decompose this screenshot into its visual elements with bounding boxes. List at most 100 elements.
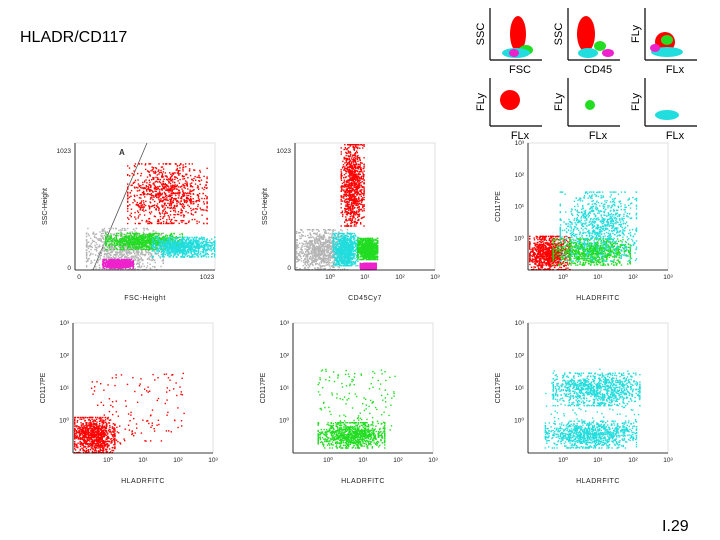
data-point <box>149 213 152 215</box>
data-point <box>115 234 117 237</box>
data-point <box>134 244 136 246</box>
data-point <box>138 205 140 207</box>
data-point <box>136 243 138 246</box>
data-point <box>189 191 191 193</box>
data-point <box>110 243 113 246</box>
data-point <box>148 253 150 256</box>
data-point <box>169 220 172 223</box>
data-point <box>157 222 160 225</box>
data-point <box>206 222 208 225</box>
data-point <box>101 249 103 252</box>
data-point <box>133 245 135 247</box>
data-point <box>155 253 158 255</box>
data-point <box>118 229 120 232</box>
data-point <box>134 255 137 257</box>
data-point <box>180 247 182 249</box>
data-point <box>137 248 140 251</box>
data-point <box>195 200 197 202</box>
data-point <box>119 238 121 240</box>
data-point <box>175 241 177 243</box>
data-point <box>301 245 303 247</box>
data-point <box>148 250 150 252</box>
data-point <box>143 239 145 241</box>
data-point <box>127 217 129 219</box>
data-point <box>141 209 144 211</box>
data-point <box>188 198 190 201</box>
data-point <box>108 237 110 240</box>
data-point <box>179 178 181 181</box>
data-point <box>169 183 172 185</box>
data-point <box>205 250 207 252</box>
data-point <box>125 253 128 255</box>
data-point <box>102 244 104 246</box>
data-point <box>201 209 204 211</box>
data-point <box>155 208 157 210</box>
data-point <box>190 203 192 205</box>
data-point <box>113 241 116 244</box>
data-point <box>190 251 192 253</box>
data-point <box>122 246 124 248</box>
data-point <box>132 248 135 250</box>
data-point <box>149 198 152 200</box>
data-point <box>139 247 141 249</box>
data-point <box>166 212 168 214</box>
data-point <box>194 169 196 171</box>
data-point <box>137 257 139 260</box>
data-point <box>144 235 146 237</box>
data-point <box>140 202 142 205</box>
data-point <box>116 248 118 251</box>
data-point <box>137 251 139 254</box>
data-point <box>119 267 121 269</box>
data-point <box>146 227 148 230</box>
data-point <box>155 180 157 182</box>
data-point <box>176 250 179 252</box>
data-point <box>89 245 91 247</box>
data-point <box>153 177 155 179</box>
data-point <box>151 246 153 248</box>
data-point <box>129 204 131 206</box>
data-point <box>148 189 150 191</box>
data-point <box>152 248 155 251</box>
data-point <box>93 235 96 237</box>
data-point <box>126 240 129 242</box>
data-point <box>204 247 206 249</box>
data-point <box>134 165 136 168</box>
data-point <box>179 242 182 245</box>
data-point <box>202 255 205 257</box>
data-point <box>208 244 210 246</box>
data-point <box>148 187 150 189</box>
data-point <box>132 266 134 268</box>
data-point <box>127 205 129 208</box>
data-point <box>201 238 204 240</box>
data-point <box>203 254 205 257</box>
data-point <box>134 195 136 198</box>
data-point <box>127 208 129 210</box>
data-point <box>186 199 188 202</box>
data-point <box>143 202 145 204</box>
data-point <box>200 179 203 181</box>
data-point <box>107 238 110 240</box>
data-point <box>107 255 110 257</box>
data-point <box>186 222 188 225</box>
data-point <box>171 222 173 224</box>
data-point <box>185 173 187 175</box>
data-point <box>181 254 184 257</box>
data-point <box>194 245 196 248</box>
data-point <box>171 218 173 221</box>
data-point <box>186 197 189 199</box>
data-point <box>136 262 139 264</box>
data-point <box>169 240 171 243</box>
data-point <box>144 187 147 189</box>
data-point <box>140 251 143 253</box>
data-point <box>155 232 157 235</box>
data-point <box>145 246 147 248</box>
data-point <box>138 197 141 199</box>
data-point <box>131 255 133 257</box>
data-point <box>166 236 168 239</box>
data-point <box>114 240 116 242</box>
data-point <box>330 236 333 238</box>
data-point <box>198 192 201 195</box>
data-point <box>162 206 164 208</box>
